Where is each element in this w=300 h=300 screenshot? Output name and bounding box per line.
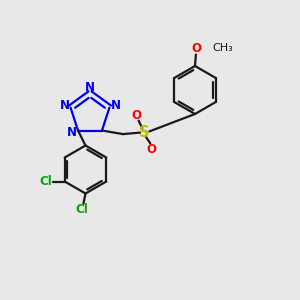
Text: N: N [110,99,120,112]
Text: N: N [60,99,70,112]
Text: CH₃: CH₃ [212,43,233,53]
Text: S: S [139,125,150,140]
Text: N: N [67,125,77,139]
Text: O: O [131,109,141,122]
Text: Cl: Cl [40,175,52,188]
Text: N: N [85,81,95,94]
Text: Cl: Cl [76,202,88,216]
Text: O: O [146,143,156,156]
Text: O: O [191,41,202,55]
